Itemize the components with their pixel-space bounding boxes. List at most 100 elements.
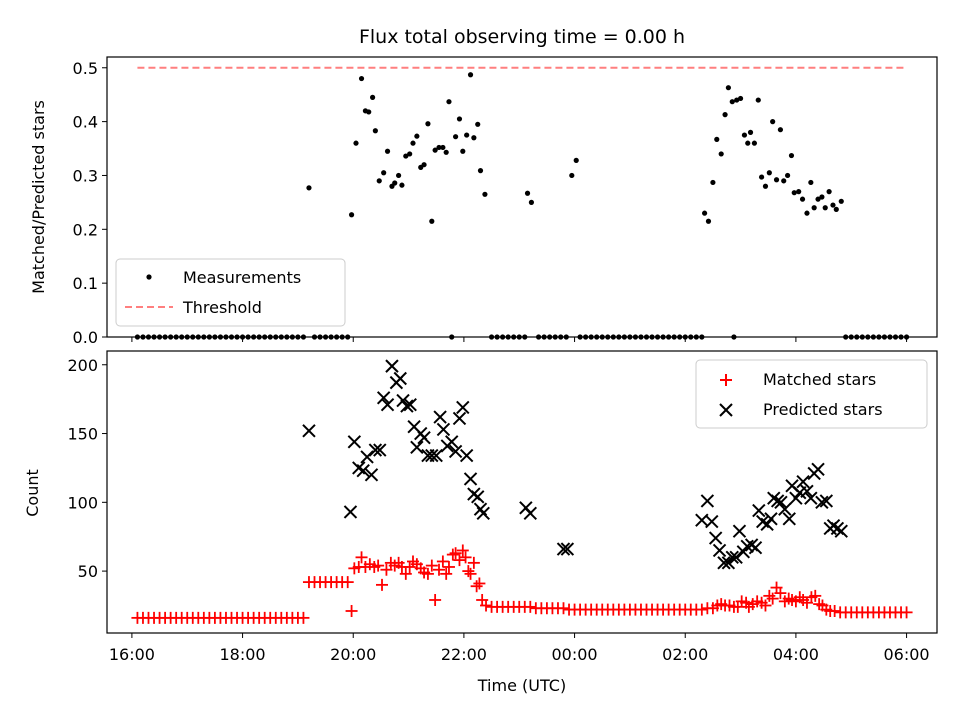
measurement-point: [358, 75, 365, 82]
predicted-star-point: [778, 502, 792, 516]
measurement-point: [718, 151, 724, 157]
measurement-point: [429, 218, 435, 224]
measurement-point: [741, 132, 748, 138]
predicted-star-point: [700, 494, 715, 508]
predicted-star-point: [800, 484, 814, 499]
measurement-point: [838, 198, 844, 204]
x-tick-label: 06:00: [884, 645, 930, 664]
predicted-star-point: [302, 424, 316, 438]
measurement-point: [725, 85, 731, 91]
measurement-point: [799, 196, 806, 202]
measurement-point: [788, 152, 795, 159]
matched-star-point: [456, 544, 469, 557]
predicted-star-point: [360, 450, 374, 464]
measurement-point: [453, 134, 459, 140]
ratio-y-tick-label: 0.5: [73, 59, 98, 78]
predicted-star-point: [782, 512, 796, 526]
measurement-point: [785, 172, 791, 179]
matched-star-point: [774, 587, 787, 600]
ratio-plot-area: [134, 66, 910, 340]
predicted-star-point: [364, 468, 379, 482]
matched-star-point: [470, 580, 483, 593]
matched-star-point: [900, 606, 913, 619]
matched-star-point: [436, 555, 449, 568]
measurement-point: [467, 72, 474, 78]
matched-star-point: [759, 599, 772, 612]
matched-star-point: [380, 563, 393, 576]
predicted-star-point: [712, 543, 727, 558]
matched-star-point: [524, 600, 537, 613]
matched-star-point: [480, 599, 493, 612]
predicted-star-point: [436, 422, 451, 437]
x-tick-label: 18:00: [220, 645, 266, 664]
measurement-point: [384, 148, 391, 154]
measurement-point: [443, 149, 449, 155]
predicted-star-point: [393, 371, 407, 386]
measurement-point: [773, 177, 780, 183]
measurement-point: [811, 205, 817, 211]
predicted-star-point: [380, 397, 395, 412]
measurement-point: [710, 179, 716, 186]
matched-star-point: [464, 567, 477, 580]
measurement-point: [425, 121, 431, 127]
predicted-star-point: [410, 440, 424, 454]
predicted-star-point: [429, 448, 443, 463]
count-panel: 50 100 150 200 16:00 18:00 20:00 22:00 00:00 02:…: [23, 350, 938, 695]
legend-predicted-label: Predicted stars: [763, 400, 883, 419]
measurement-point: [722, 112, 728, 118]
measurement-point: [432, 147, 438, 153]
x-tick-label: 22:00: [441, 645, 487, 664]
measurement-point: [569, 172, 575, 179]
matched-star-point: [341, 576, 354, 589]
measurement-point: [440, 144, 446, 151]
matched-star-point: [355, 551, 368, 564]
measurement-point: [702, 210, 708, 216]
measurement-point: [471, 135, 477, 141]
matched-star-point: [809, 589, 822, 602]
measurement-point: [366, 109, 372, 115]
matched-star-point: [433, 563, 445, 576]
matched-star-point: [446, 548, 459, 561]
count-axes-frame: [106, 350, 938, 634]
predicted-star-point: [343, 505, 358, 519]
legend-measurements-marker: [146, 274, 152, 280]
matched-star-point: [440, 567, 453, 580]
measurement-point: [751, 140, 758, 146]
matched-star-point: [473, 577, 486, 590]
ratio-panel: 0.0 0.1 0.2 0.3 0.4 0.5 Matched/Predicted sta…: [29, 56, 938, 347]
ratio-legend-box: [115, 258, 346, 327]
measurement-point: [436, 144, 442, 151]
measurement-point: [399, 182, 405, 188]
measurement-point: [833, 206, 839, 212]
predicted-star-point: [708, 531, 723, 545]
measurement-point: [796, 189, 802, 195]
predicted-star-point: [717, 556, 731, 570]
matched-star-point: [372, 559, 385, 572]
matched-star-point: [766, 592, 779, 605]
predicted-star-point: [459, 448, 474, 463]
matched-star-point: [695, 603, 708, 616]
measurement-point: [372, 128, 378, 134]
predicted-star-point: [748, 541, 763, 555]
x-axis-label: Time (UTC): [477, 676, 566, 695]
predicted-star-point: [471, 490, 485, 504]
predicted-star-point: [476, 506, 490, 521]
predicted-star-point: [445, 435, 459, 449]
predicted-star-point: [560, 542, 575, 556]
count-y-tick-label: 200: [67, 356, 98, 375]
count-legend-box: [695, 359, 928, 429]
ratio-y-tick-label: 0.2: [73, 220, 98, 239]
measurement-point: [573, 157, 579, 163]
legend-predicted-marker: [719, 403, 733, 417]
measurement-point: [747, 129, 754, 135]
measurement-point: [348, 212, 355, 218]
measurement-point: [705, 218, 712, 224]
predicted-star-point: [452, 411, 467, 426]
x-tick-label: 20:00: [330, 645, 376, 664]
measurement-point: [528, 199, 535, 205]
legend-matched-label: Matched stars: [763, 370, 876, 389]
ratio-y-tick-label: 0.3: [73, 166, 98, 185]
legend-measurements-label: Measurements: [183, 268, 301, 287]
predicted-star-point: [417, 430, 431, 445]
predicted-star-point: [556, 542, 571, 556]
